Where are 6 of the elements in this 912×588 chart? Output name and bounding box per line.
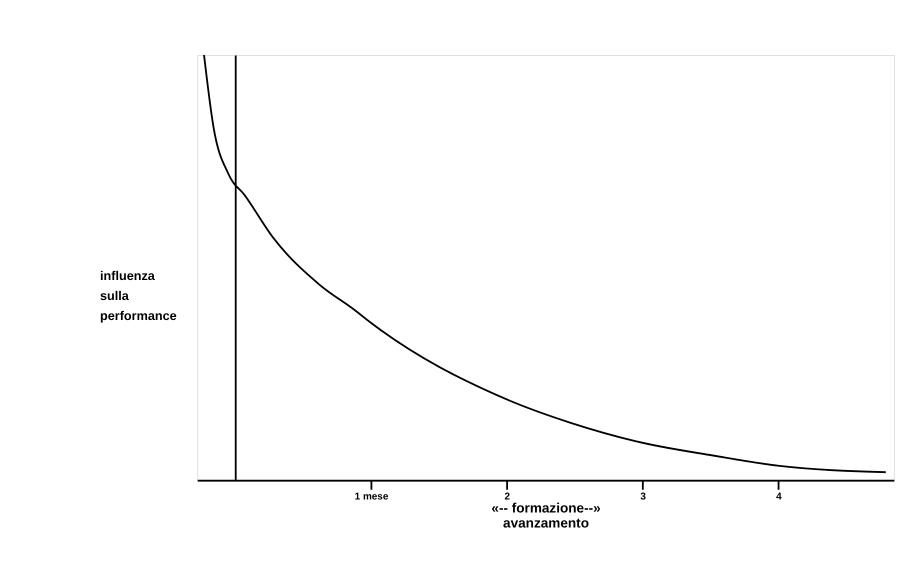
x-tick-label: 2 bbox=[504, 492, 511, 503]
x-axis-title: «-- formazione--» avanzamento bbox=[491, 500, 601, 531]
x-tick-label: 4 bbox=[776, 492, 782, 503]
y-axis-title: influenza sulla performance bbox=[100, 269, 177, 324]
x-tick-label: 1 mese bbox=[354, 492, 389, 503]
x-tick-label: 3 bbox=[640, 492, 646, 503]
